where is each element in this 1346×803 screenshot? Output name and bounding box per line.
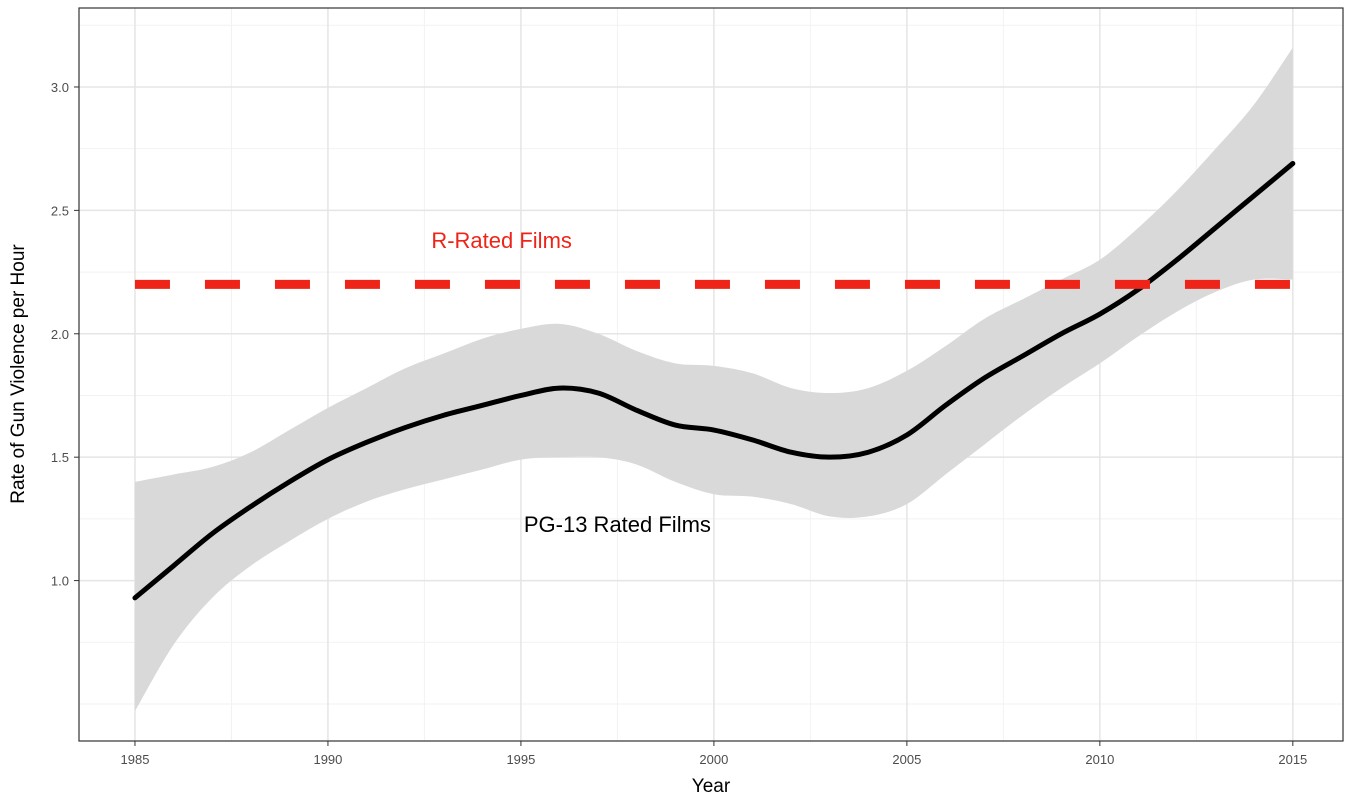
x-tick-label: 2005: [892, 752, 921, 767]
pg13-trend-line: [132, 160, 1296, 601]
series-layer: [132, 160, 1296, 601]
y-tick-label: 1.5: [51, 450, 69, 465]
annotation-layer: R-Rated Films PG-13 Rated Films: [431, 228, 711, 537]
confidence-band-layer: [134, 47, 1293, 712]
pg13-label: PG-13 Rated Films: [524, 512, 711, 537]
confidence-band: [134, 47, 1293, 712]
x-tick-label: 1995: [506, 752, 535, 767]
x-tick-label: 2010: [1085, 752, 1114, 767]
x-tick-label: 2015: [1278, 752, 1307, 767]
r-rated-label: R-Rated Films: [431, 228, 572, 253]
x-tick-label: 2000: [699, 752, 728, 767]
y-tick-label: 2.0: [51, 327, 69, 342]
tick-layer: 1985 1990 1995 2000 2005 2010 2015 1.0 1.5 2.0 2.5…: [51, 80, 1307, 767]
x-tick-label: 1985: [121, 752, 150, 767]
y-tick-label: 3.0: [51, 80, 69, 95]
y-tick-label: 1.0: [51, 574, 69, 589]
y-tick-label: 2.5: [51, 203, 69, 218]
x-tick-label: 1990: [313, 752, 342, 767]
x-axis-title: Year: [692, 776, 731, 797]
panel-border: [78, 7, 1344, 742]
y-axis-title: Rate of Gun Violence per Hour: [8, 244, 29, 504]
